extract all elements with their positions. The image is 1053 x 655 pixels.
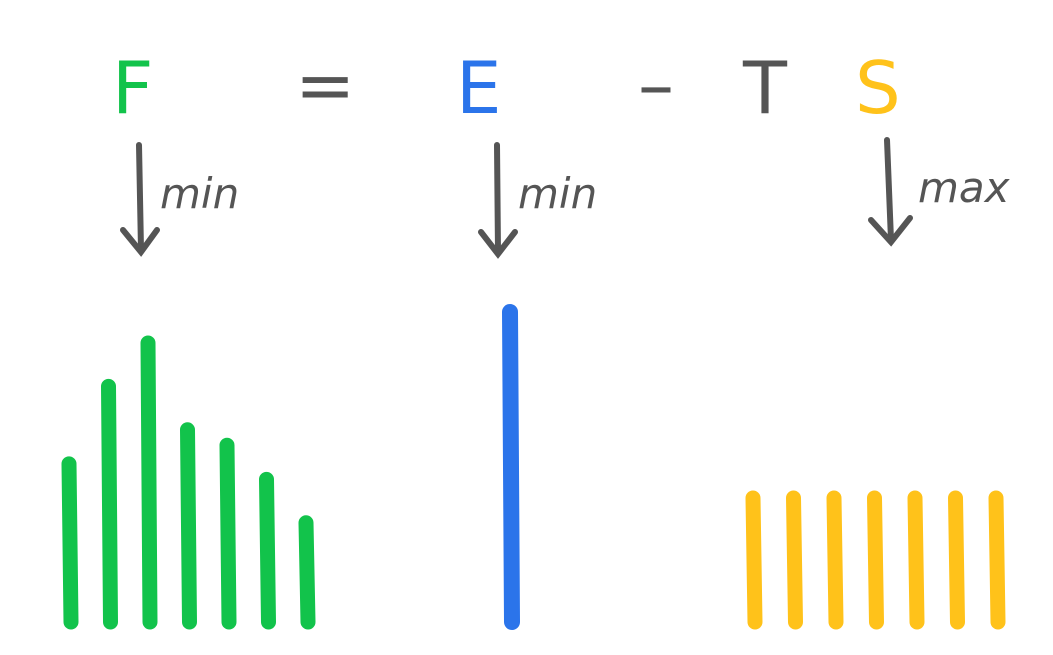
- distribution-F-bars: [61, 335, 316, 630]
- label-E-min: min: [518, 169, 597, 218]
- label-S-max: max: [918, 163, 1011, 212]
- s-bar-4: [867, 490, 884, 630]
- arrow-down-icon-F: [120, 142, 160, 257]
- f-bar-1: [61, 456, 79, 630]
- symbol-T: T: [742, 46, 788, 130]
- symbol-equals: =: [295, 43, 355, 127]
- symbol-E: E: [456, 46, 502, 130]
- s-bar-1: [745, 490, 763, 630]
- e-bar-1: [502, 304, 520, 630]
- s-bar-2: [786, 490, 803, 630]
- s-bar-7: [988, 490, 1006, 630]
- s-bar-5: [907, 490, 925, 630]
- f-bar-2: [101, 378, 118, 630]
- arrow-down-icon-S: [868, 137, 913, 247]
- f-bar-5: [219, 437, 237, 630]
- distribution-E-bars: [502, 304, 520, 630]
- f-bar-3: [140, 335, 158, 630]
- distribution-S-bars: [745, 490, 1006, 630]
- symbol-S: S: [855, 46, 901, 130]
- s-bar-6: [948, 490, 965, 630]
- f-bar-7: [298, 515, 316, 630]
- f-bar-4: [180, 422, 197, 630]
- symbol-minus: –: [638, 43, 674, 127]
- label-F-min: min: [160, 169, 239, 218]
- symbol-F: F: [112, 46, 153, 130]
- f-bar-6: [259, 471, 276, 630]
- s-bar-3: [826, 490, 844, 630]
- arrow-down-icon-E: [478, 142, 518, 259]
